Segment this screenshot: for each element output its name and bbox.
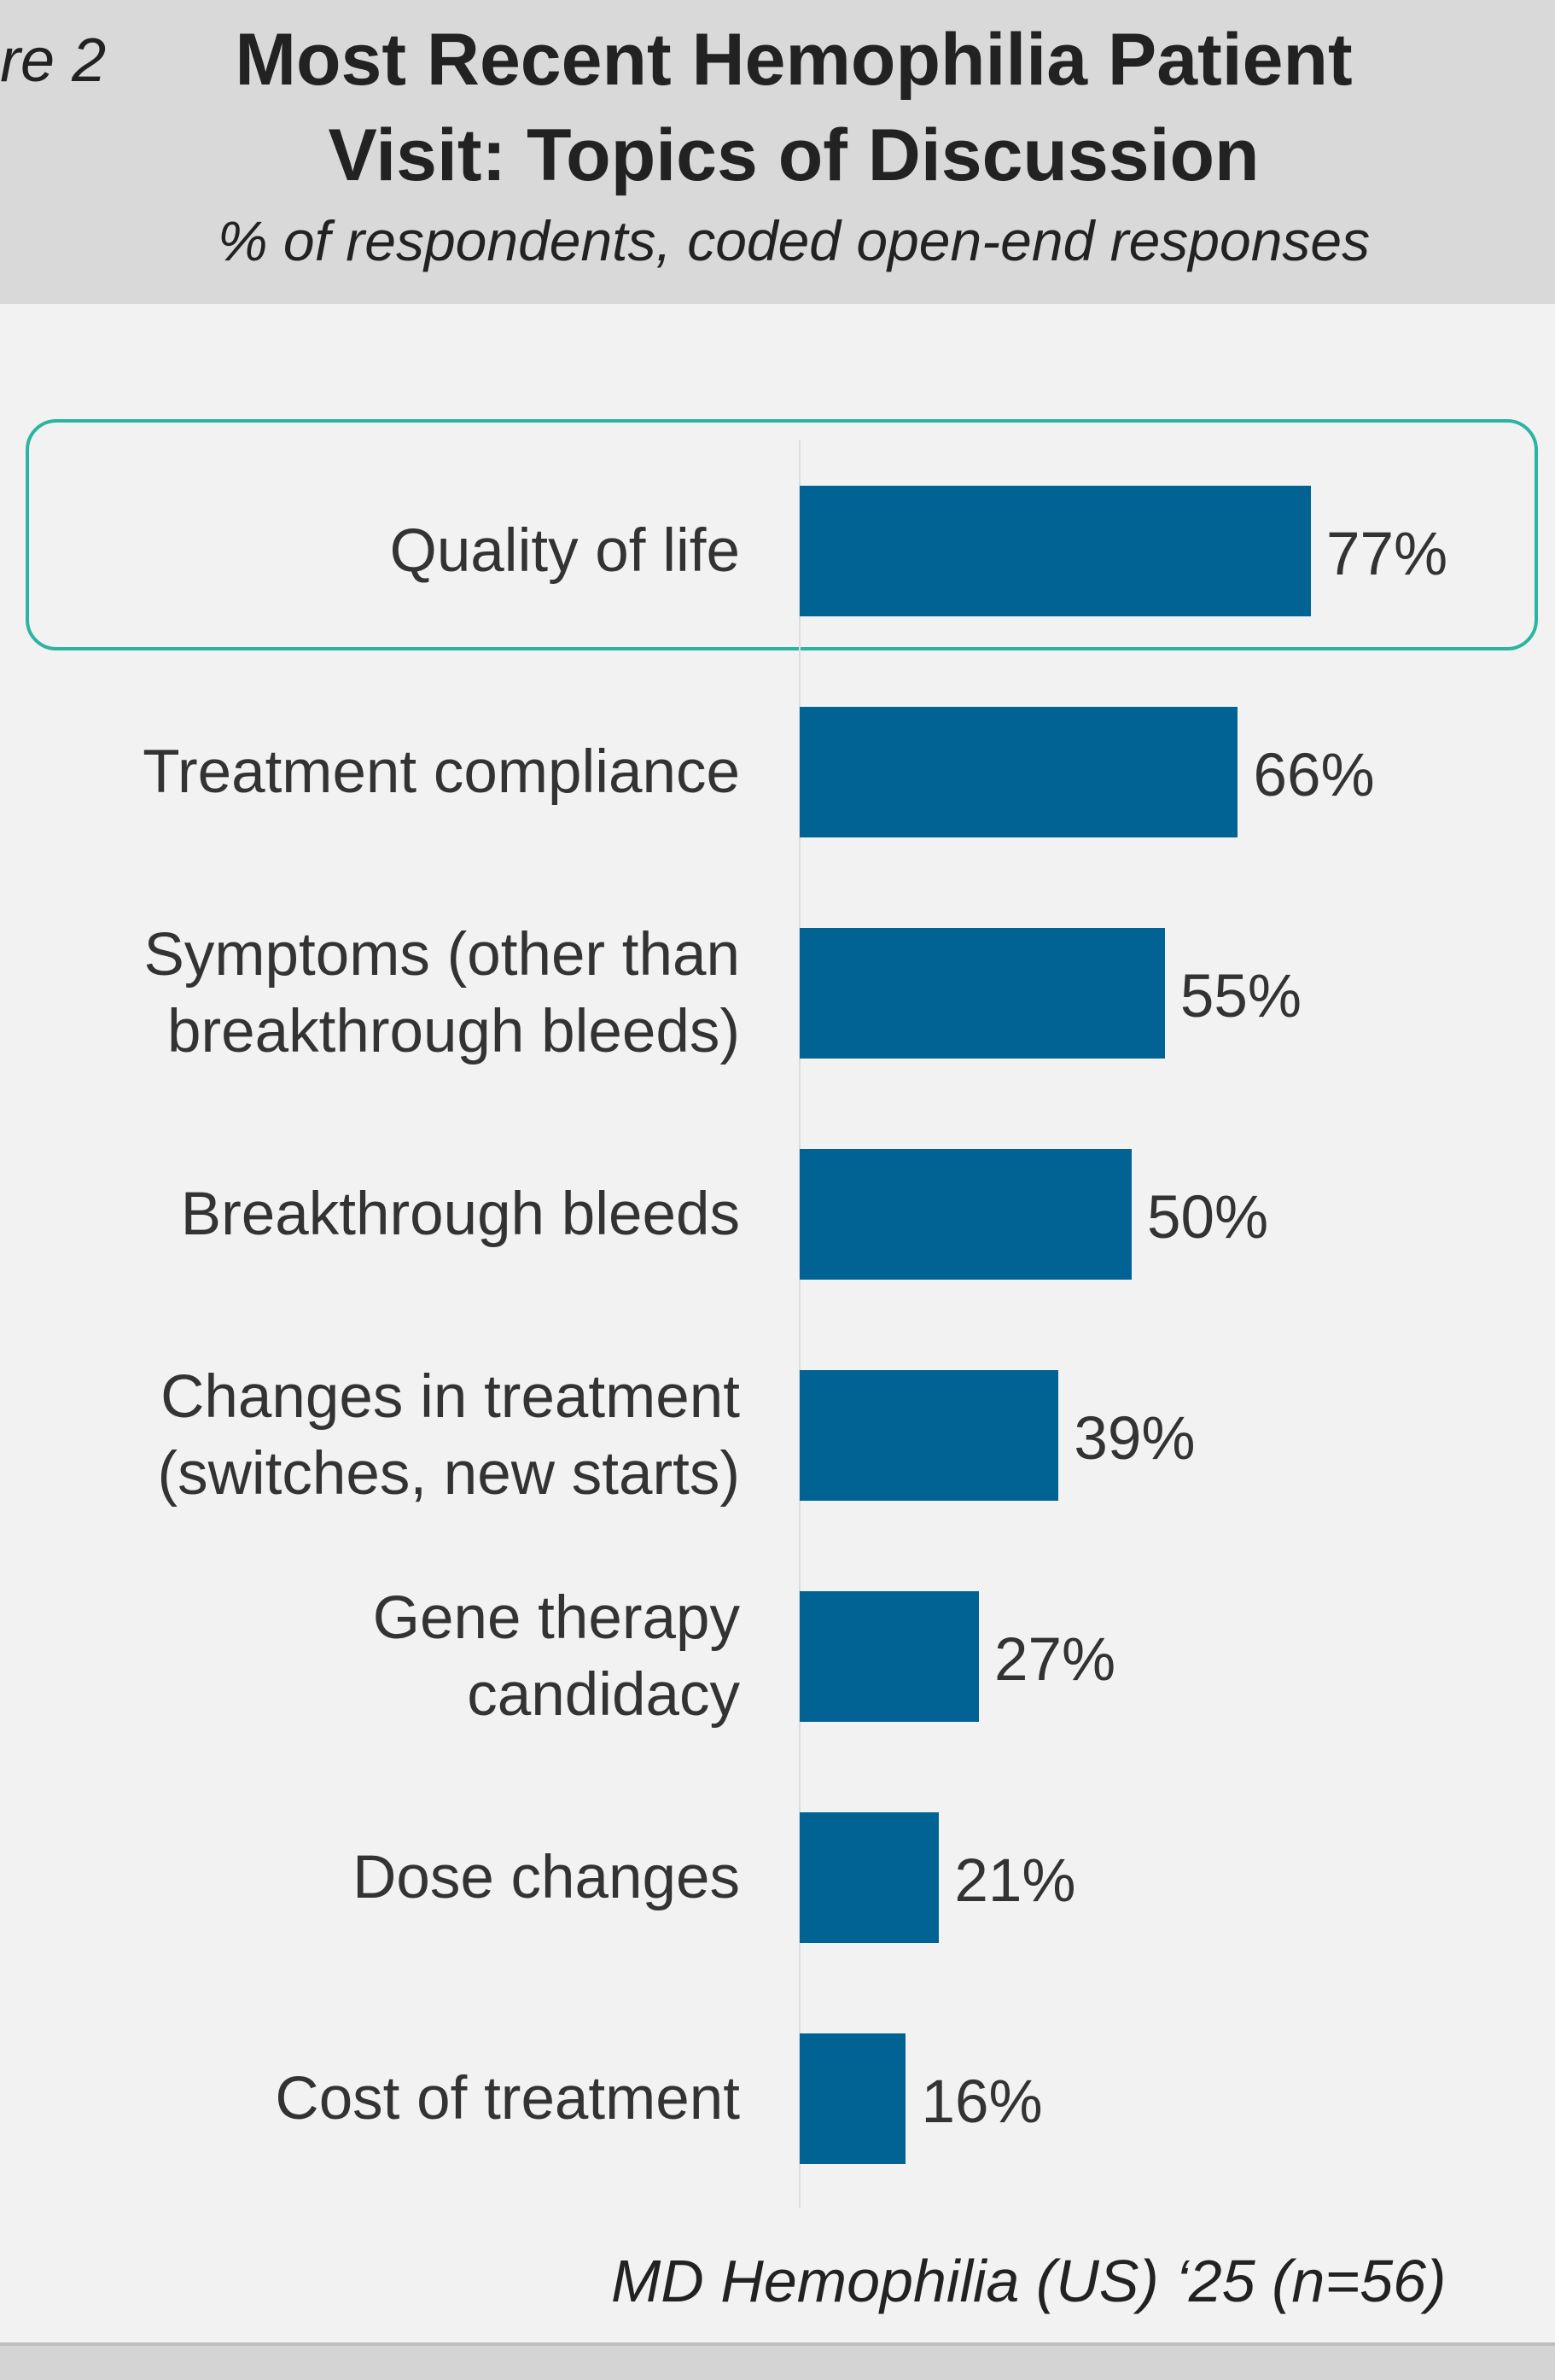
axis-line [799, 440, 801, 2208]
bar [800, 1149, 1132, 1280]
bar [800, 928, 1165, 1059]
bar [800, 1812, 940, 1943]
highlight-box [26, 419, 1538, 650]
value-label: 50% [1147, 1184, 1269, 1251]
footnote: MD Hemophilia (US) ‘25 (n=56) [611, 2248, 1447, 2314]
figure-label: Figure 2 [0, 26, 107, 95]
bar [800, 707, 1238, 837]
header-band [0, 0, 1555, 304]
bar [800, 1591, 980, 1722]
category-label: Gene therapy candidacy [372, 1584, 740, 1729]
chart-title: Most Recent Hemophilia Patient Visit: To… [235, 19, 1353, 196]
category-label: Dose changes [352, 1843, 740, 1911]
category-label: Cost of treatment [275, 2064, 740, 2132]
value-label: 27% [994, 1626, 1116, 1694]
value-label: 16% [921, 2068, 1043, 2136]
bar [800, 486, 1312, 616]
value-label: 21% [954, 1847, 1076, 1915]
value-label: 66% [1253, 742, 1375, 809]
bottom-band [0, 2342, 1555, 2380]
bar [800, 2033, 906, 2164]
chart-subtitle: % of respondents, coded open-end respons… [217, 209, 1371, 272]
value-label: 39% [1074, 1405, 1196, 1473]
category-label: Quality of life [389, 516, 740, 585]
category-label: Symptoms (other than breakthrough bleeds… [143, 920, 740, 1065]
category-label: Treatment compliance [143, 738, 740, 806]
category-label: Changes in treatment (switches, new star… [157, 1362, 740, 1508]
category-label: Breakthrough bleeds [180, 1180, 740, 1248]
bar [800, 1370, 1059, 1501]
value-label: 55% [1179, 963, 1302, 1030]
value-label: 77% [1326, 521, 1448, 588]
